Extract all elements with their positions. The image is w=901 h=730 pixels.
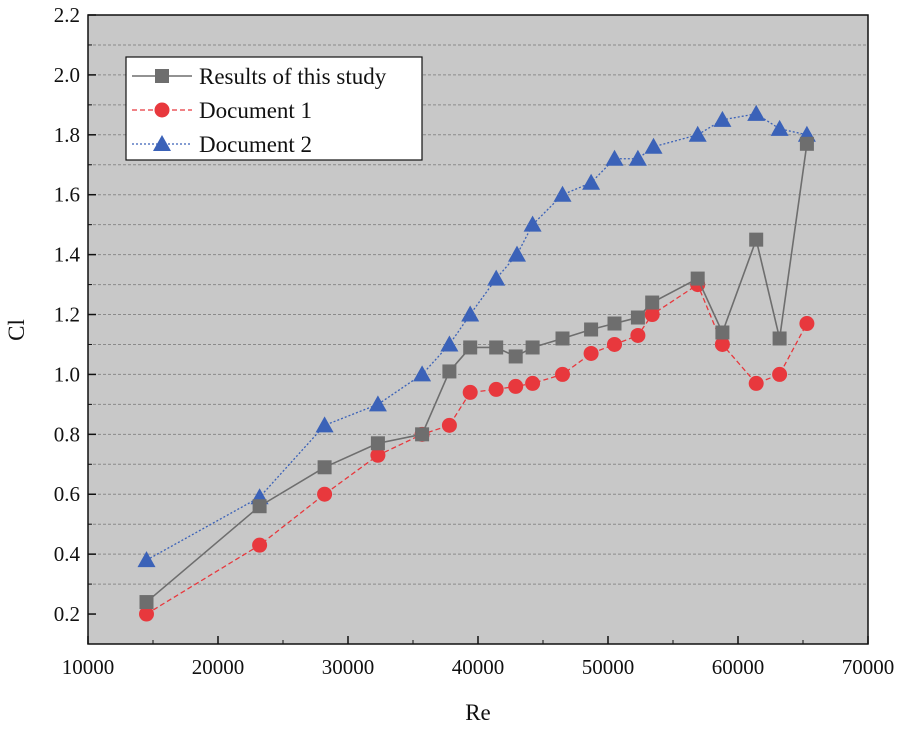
data-point [442, 364, 457, 379]
data-point [607, 336, 622, 352]
data-point [252, 499, 267, 514]
data-point [582, 173, 601, 190]
data-point [463, 340, 478, 355]
legend-label: Results of this study [199, 64, 387, 89]
x-tick-label: 60000 [712, 655, 765, 679]
data-point [508, 378, 524, 394]
data-point [368, 395, 387, 412]
data-point [461, 305, 480, 322]
data-point [644, 307, 660, 323]
legend-marker [153, 135, 171, 151]
series-results-of-this-study [139, 136, 814, 610]
y-tick-label: 1.4 [54, 243, 81, 267]
data-point [748, 375, 764, 391]
data-point [462, 384, 478, 400]
y-tick-label: 1.0 [54, 362, 80, 386]
legend: Results of this study Document 1 Document … [125, 56, 423, 161]
legend-marker [155, 69, 169, 83]
data-point [553, 185, 572, 202]
data-point [747, 104, 766, 121]
x-tick-label: 30000 [322, 655, 375, 679]
data-point [583, 345, 599, 361]
series-line [146, 283, 808, 615]
data-point [690, 271, 705, 286]
data-point [317, 486, 333, 502]
data-point [628, 149, 647, 166]
y-tick-label: 0.8 [54, 422, 80, 446]
x-tick-label: 40000 [452, 655, 505, 679]
data-point [525, 375, 541, 391]
x-axis-label: Re [465, 700, 491, 725]
data-point [523, 215, 542, 232]
series-line [145, 143, 808, 603]
data-point [772, 331, 787, 346]
y-tick-label: 1.6 [54, 183, 80, 207]
data-point [584, 322, 599, 337]
data-point [252, 537, 268, 553]
data-point [799, 316, 815, 332]
data-point [370, 447, 386, 463]
y-tick-label: 0.2 [54, 602, 80, 626]
y-tick-label: 0.6 [54, 482, 80, 506]
data-point [137, 551, 156, 568]
data-point [441, 417, 457, 433]
series-layer [137, 104, 816, 622]
data-point [488, 381, 504, 397]
data-point [749, 232, 764, 247]
data-point [688, 125, 707, 142]
data-point [487, 269, 506, 286]
data-point [772, 366, 788, 382]
series-line [146, 113, 808, 561]
data-point [489, 340, 504, 355]
data-point [605, 149, 624, 166]
data-point [440, 335, 459, 352]
data-point [525, 340, 540, 355]
data-point [714, 336, 730, 352]
data-point [645, 295, 660, 310]
y-axis-label: Cl [4, 319, 29, 341]
data-point [139, 595, 154, 610]
legend-label: Document 2 [199, 132, 312, 157]
data-point [317, 460, 332, 475]
y-tick-label: 2.2 [54, 3, 80, 27]
data-point [139, 606, 154, 622]
data-point [415, 427, 430, 442]
data-point [799, 136, 814, 151]
legend-marker [154, 102, 170, 118]
legend-box [125, 56, 423, 161]
data-point [555, 366, 570, 382]
x-tick-label: 20000 [192, 655, 245, 679]
data-point [630, 327, 646, 343]
y-tick-label: 2.0 [54, 63, 80, 87]
y-tick-label: 1.8 [54, 123, 80, 147]
y-tick-label: 1.2 [54, 303, 80, 327]
y-tick-label: 0.4 [54, 542, 81, 566]
data-point [630, 310, 645, 325]
data-point [370, 436, 385, 451]
data-point [715, 325, 730, 340]
axis-ticks: 0.2 0.4 0.6 0.8 1.0 1.2 1.4 1.6 1.8 2.0 2.2 10000 20… [54, 3, 895, 679]
data-point [508, 245, 526, 262]
legend-label: Document 1 [199, 98, 312, 123]
data-point [315, 416, 334, 433]
data-point [555, 331, 570, 346]
x-tick-label: 70000 [842, 655, 895, 679]
data-point [607, 316, 622, 331]
data-point [770, 119, 789, 136]
x-tick-label: 10000 [62, 655, 115, 679]
data-point [713, 110, 732, 127]
data-point [644, 137, 663, 154]
data-point [413, 365, 432, 382]
x-tick-label: 50000 [582, 655, 635, 679]
data-point [508, 349, 523, 364]
grid-lines [88, 44, 868, 585]
